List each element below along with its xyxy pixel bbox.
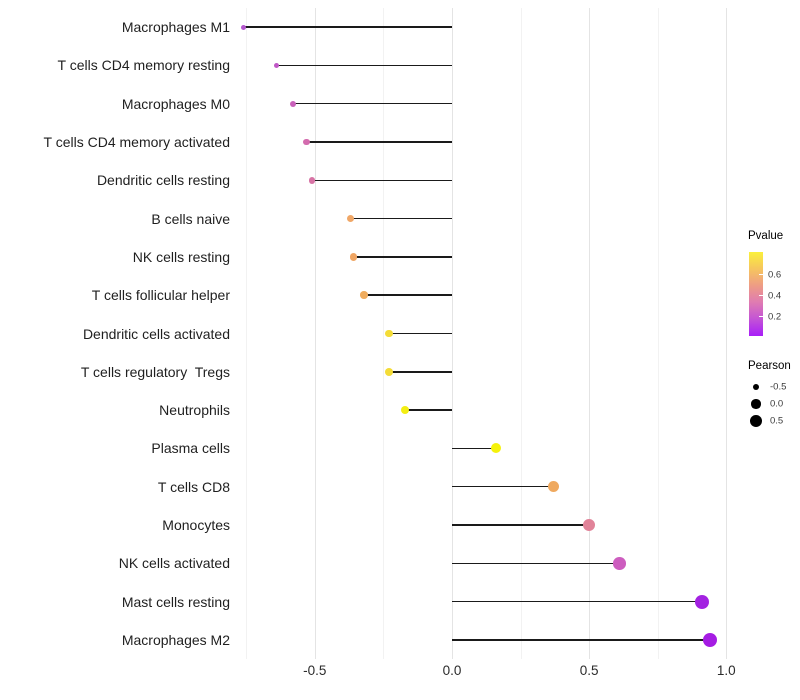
pearson-size-dot bbox=[752, 383, 760, 391]
y-axis-label: Plasma cells bbox=[151, 440, 230, 457]
pearson-size-dot bbox=[750, 415, 762, 427]
lollipop-stem bbox=[353, 256, 452, 258]
x-axis-tick-label: -0.5 bbox=[303, 663, 327, 678]
y-axis-label: Neutrophils bbox=[159, 402, 230, 419]
y-axis-label: NK cells activated bbox=[118, 555, 230, 572]
y-axis-label: T cells follicular helper bbox=[91, 287, 230, 304]
gridline-major bbox=[589, 8, 591, 659]
pvalue-legend-title: Pvalue bbox=[748, 230, 784, 242]
legend: Pvalue Pearson 0.6 0.4 0.2 -0.5 0.0 0.5 bbox=[748, 230, 800, 490]
lollipop-dot bbox=[694, 594, 709, 609]
y-axis-label: Monocytes bbox=[162, 516, 230, 533]
x-axis-tick-label: 0.0 bbox=[442, 663, 462, 678]
x-axis-labels: -0.5 0.0 0.5 1.0 bbox=[238, 663, 740, 685]
pearson-size-label: -0.5 bbox=[770, 381, 787, 393]
gridline-minor bbox=[520, 8, 522, 659]
gridline-minor bbox=[383, 8, 385, 659]
lollipop-dot bbox=[547, 481, 560, 493]
lollipop-dot bbox=[273, 62, 280, 69]
lollipop-stem bbox=[451, 524, 590, 526]
pvalue-colorbar bbox=[749, 252, 763, 336]
x-axis-tick-label: 0.5 bbox=[579, 663, 599, 678]
y-axis-label: T cells CD8 bbox=[157, 478, 230, 495]
y-axis-label: B cells naive bbox=[151, 210, 230, 227]
pearson-size-label: 0.0 bbox=[770, 398, 784, 410]
pearson-size-dot bbox=[751, 399, 761, 409]
pvalue-tick-label: 0.4 bbox=[768, 290, 782, 302]
pearson-size-label: 0.5 bbox=[770, 415, 784, 427]
lollipop-stem bbox=[405, 409, 452, 411]
gridline-major bbox=[726, 8, 728, 659]
x-axis-tick-label: 1.0 bbox=[716, 663, 736, 678]
lollipop-stem bbox=[388, 371, 452, 373]
gridline-minor bbox=[657, 8, 659, 659]
colorbar-tick bbox=[759, 273, 763, 276]
y-axis-label: Macrophages M2 bbox=[121, 631, 230, 648]
lollipop-stem bbox=[451, 485, 554, 488]
lollipop-dot bbox=[289, 100, 296, 107]
y-axis-label: Dendritic cells resting bbox=[96, 172, 230, 189]
lollipop-dot bbox=[308, 177, 316, 184]
lollipop-stem bbox=[451, 600, 702, 603]
lollipop-stem bbox=[312, 179, 452, 182]
y-axis-label: Dendritic cells activated bbox=[82, 325, 230, 342]
lollipop-dot bbox=[384, 329, 393, 338]
y-axis-label: NK cells resting bbox=[132, 248, 230, 265]
lollipop-dot bbox=[360, 291, 368, 299]
gridline-major bbox=[451, 8, 453, 659]
y-axis-label: Macrophages M0 bbox=[121, 95, 230, 112]
lollipop-dot bbox=[240, 24, 247, 30]
lollipop-stem bbox=[306, 141, 452, 143]
gridline-major bbox=[314, 8, 316, 659]
lollipop-stem bbox=[350, 217, 452, 220]
y-axis-labels: Macrophages M1 T cells CD4 memory resting… bbox=[0, 8, 230, 659]
pvalue-tick-label: 0.2 bbox=[768, 311, 782, 323]
pearson-legend-title: Pearson bbox=[748, 360, 791, 372]
y-axis-label: Macrophages M1 bbox=[121, 19, 230, 36]
lollipop-dot bbox=[702, 632, 717, 647]
lollipop-dot bbox=[401, 405, 410, 415]
lollipop-dot bbox=[384, 367, 393, 376]
pvalue-tick-label: 0.6 bbox=[768, 269, 782, 281]
lollipop-stem bbox=[451, 562, 620, 564]
lollipop-dot bbox=[490, 443, 501, 454]
lollipop-dot bbox=[303, 138, 310, 146]
lollipop-stem bbox=[292, 102, 452, 105]
y-axis-label: T cells CD4 memory activated bbox=[43, 134, 230, 151]
lollipop-dot bbox=[346, 215, 355, 223]
colorbar-tick bbox=[759, 315, 763, 318]
colorbar-tick bbox=[759, 294, 763, 297]
lollipop-stem bbox=[364, 294, 452, 296]
lollipop-stem bbox=[243, 26, 452, 28]
lollipop-stem bbox=[451, 639, 710, 641]
y-axis-label: T cells regulatory Tregs bbox=[80, 363, 230, 380]
gridline-minor bbox=[246, 8, 248, 659]
lollipop-dot bbox=[349, 253, 357, 261]
lollipop-dot bbox=[583, 519, 596, 531]
lollipop-stem bbox=[276, 64, 452, 67]
lollipop-stem bbox=[388, 332, 452, 335]
lollipop-dot bbox=[613, 557, 626, 570]
y-axis-label: Mast cells resting bbox=[121, 593, 230, 610]
y-axis-label: T cells CD4 memory resting bbox=[57, 57, 230, 74]
lollipop-stem bbox=[451, 447, 496, 450]
plot-panel bbox=[238, 8, 740, 659]
